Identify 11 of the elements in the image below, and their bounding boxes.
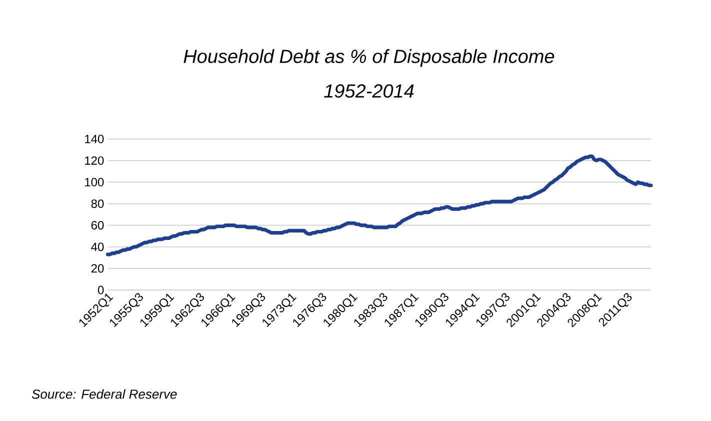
y-tick-label: 140 xyxy=(85,134,104,144)
y-tick-label: 0 xyxy=(98,286,104,294)
chart-subtitle: 1952-2014 xyxy=(324,84,414,98)
y-tick-label: 120 xyxy=(85,156,104,165)
y-tick-label: 20 xyxy=(91,264,104,273)
chart-title: Household Debt as % of Disposable Income xyxy=(184,49,554,67)
y-tick-label: 100 xyxy=(85,178,104,186)
y-tick-label: 60 xyxy=(91,221,104,230)
y-tick-label: 40 xyxy=(91,242,104,252)
source-note: Source: Federal Reserve xyxy=(32,389,177,399)
y-tick-label: 80 xyxy=(91,199,104,208)
